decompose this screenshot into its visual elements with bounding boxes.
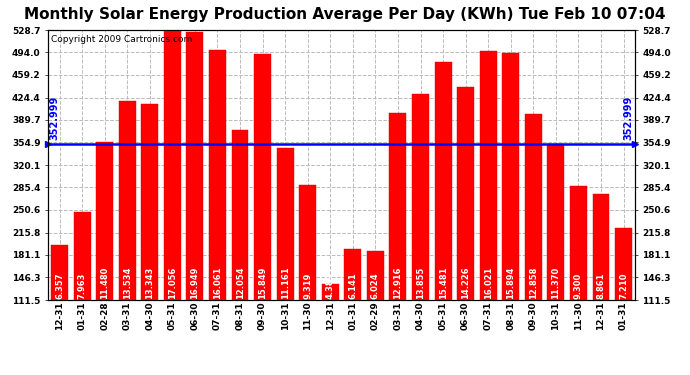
Text: 13.534: 13.534	[123, 266, 132, 299]
Text: 11.161: 11.161	[281, 266, 290, 299]
Text: 6.141: 6.141	[348, 272, 357, 299]
Bar	[164, 30, 181, 372]
Text: 12.858: 12.858	[529, 266, 538, 299]
Bar	[277, 148, 294, 372]
Bar	[186, 32, 204, 372]
Bar	[593, 194, 609, 372]
Bar	[457, 87, 474, 372]
Bar	[547, 144, 564, 372]
Bar	[412, 94, 429, 372]
Bar	[299, 185, 316, 372]
Bar	[322, 284, 339, 372]
Text: 16.949: 16.949	[190, 266, 199, 299]
Text: 6.024: 6.024	[371, 272, 380, 299]
Text: 16.061: 16.061	[213, 266, 222, 299]
Bar	[480, 51, 497, 372]
Bar	[344, 249, 362, 372]
Bar	[74, 212, 90, 372]
Text: Copyright 2009 Cartronics.com: Copyright 2009 Cartronics.com	[51, 35, 193, 44]
Text: 16.021: 16.021	[484, 266, 493, 299]
Bar	[389, 113, 406, 372]
Text: 4.389: 4.389	[326, 272, 335, 299]
Text: 352.999: 352.999	[50, 96, 59, 141]
Text: 8.861: 8.861	[596, 272, 605, 299]
Bar	[254, 54, 271, 372]
Text: 13.343: 13.343	[146, 267, 155, 299]
Bar	[435, 62, 451, 372]
Bar	[502, 53, 519, 372]
Bar	[570, 186, 587, 372]
Bar	[209, 50, 226, 372]
Text: 352.999: 352.999	[624, 96, 633, 141]
Text: 7.963: 7.963	[78, 272, 87, 299]
Text: 15.849: 15.849	[258, 266, 267, 299]
Text: 7.210: 7.210	[619, 272, 628, 299]
Text: 17.056: 17.056	[168, 266, 177, 299]
Bar	[51, 244, 68, 372]
Bar	[141, 105, 158, 372]
Text: 15.894: 15.894	[506, 266, 515, 299]
Bar	[119, 100, 136, 372]
Bar	[232, 130, 248, 372]
Bar	[615, 228, 632, 372]
Text: 9.319: 9.319	[303, 272, 312, 299]
Text: 13.855: 13.855	[416, 266, 425, 299]
Text: 6.357: 6.357	[55, 272, 64, 299]
Text: 12.916: 12.916	[393, 266, 402, 299]
Text: Monthly Solar Energy Production Average Per Day (KWh) Tue Feb 10 07:04: Monthly Solar Energy Production Average …	[24, 8, 666, 22]
Text: 12.054: 12.054	[235, 266, 244, 299]
Bar	[525, 114, 542, 372]
Bar	[96, 142, 113, 372]
Text: 9.300: 9.300	[574, 273, 583, 299]
Text: 11.480: 11.480	[100, 266, 109, 299]
Text: 14.226: 14.226	[461, 266, 470, 299]
Text: 11.370: 11.370	[551, 267, 560, 299]
Text: 15.481: 15.481	[439, 266, 448, 299]
Bar	[367, 251, 384, 372]
